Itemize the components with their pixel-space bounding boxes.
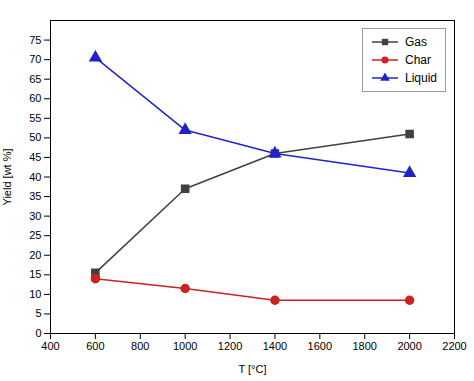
svg-text:400: 400 xyxy=(41,340,59,352)
svg-text:2200: 2200 xyxy=(442,340,466,352)
svg-text:20: 20 xyxy=(29,249,41,261)
svg-text:30: 30 xyxy=(29,210,41,222)
svg-text:1200: 1200 xyxy=(218,340,242,352)
svg-text:1600: 1600 xyxy=(308,340,332,352)
svg-text:5: 5 xyxy=(35,307,41,319)
svg-text:45: 45 xyxy=(29,151,41,163)
svg-text:25: 25 xyxy=(29,229,41,241)
svg-text:800: 800 xyxy=(131,340,149,352)
svg-text:65: 65 xyxy=(29,73,41,85)
svg-text:Yield [wt %]: Yield [wt %] xyxy=(1,148,13,205)
html-text:Gas: Gas xyxy=(405,35,427,49)
svg-text:15: 15 xyxy=(29,268,41,280)
svg-text:50: 50 xyxy=(29,131,41,143)
svg-text:75: 75 xyxy=(29,34,41,46)
svg-text:600: 600 xyxy=(86,340,104,352)
svg-text:1400: 1400 xyxy=(263,340,287,352)
html-text:Liquid: Liquid xyxy=(405,71,437,85)
svg-text:1000: 1000 xyxy=(173,340,197,352)
svg-text:T [°C]: T [°C] xyxy=(238,363,266,375)
svg-text:0: 0 xyxy=(35,327,41,339)
svg-text:35: 35 xyxy=(29,190,41,202)
svg-text:70: 70 xyxy=(29,53,41,65)
html-text:Char: Char xyxy=(405,53,431,67)
svg-text:1800: 1800 xyxy=(352,340,376,352)
svg-text:40: 40 xyxy=(29,171,41,183)
svg-text:60: 60 xyxy=(29,92,41,104)
svg-text:10: 10 xyxy=(29,288,41,300)
svg-text:2000: 2000 xyxy=(397,340,421,352)
svg-text:55: 55 xyxy=(29,112,41,124)
